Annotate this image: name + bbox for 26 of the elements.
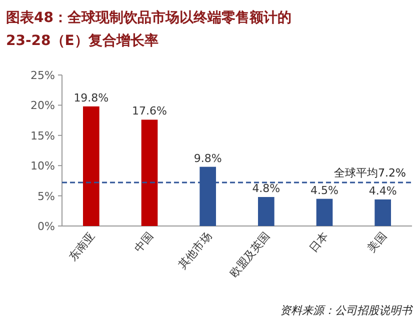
y-tick-label: 0% [38,220,55,233]
bar [141,120,158,226]
data-label: 9.8% [194,152,222,165]
ref-line-label: 全球平均7.2% [334,166,406,180]
x-tick-label: 其他市场 [176,230,214,272]
x-tick-label: 美国 [365,230,390,255]
bar [374,199,391,226]
x-tick-label: 欧盟及英国 [227,230,272,280]
x-tick-label: 东南亚 [66,230,98,264]
x-tick-label: 日本 [306,230,331,255]
data-label: 4.5% [310,184,338,197]
bar [83,106,100,226]
data-label: 17.6% [132,104,167,118]
data-label: 4.4% [368,184,397,198]
bar [258,197,274,226]
bar [316,198,333,226]
x-tick-label: 中国 [132,230,156,255]
data-label: 4.8% [252,182,280,196]
chart-title: 图表48：全球现制饮品市场以终端零售额计的 23-28（E）复合增长率 [6,9,296,49]
text: 资料来源：公司招股说明书 [280,304,414,317]
y-tick-label: 15% [30,129,55,142]
y-tick-label: 10% [30,160,55,173]
y-tick-label: 20% [30,99,55,112]
data-label: 19.8% [74,91,109,104]
y-tick-label: 5% [38,190,55,203]
y-tick-label: 25% [30,69,55,82]
